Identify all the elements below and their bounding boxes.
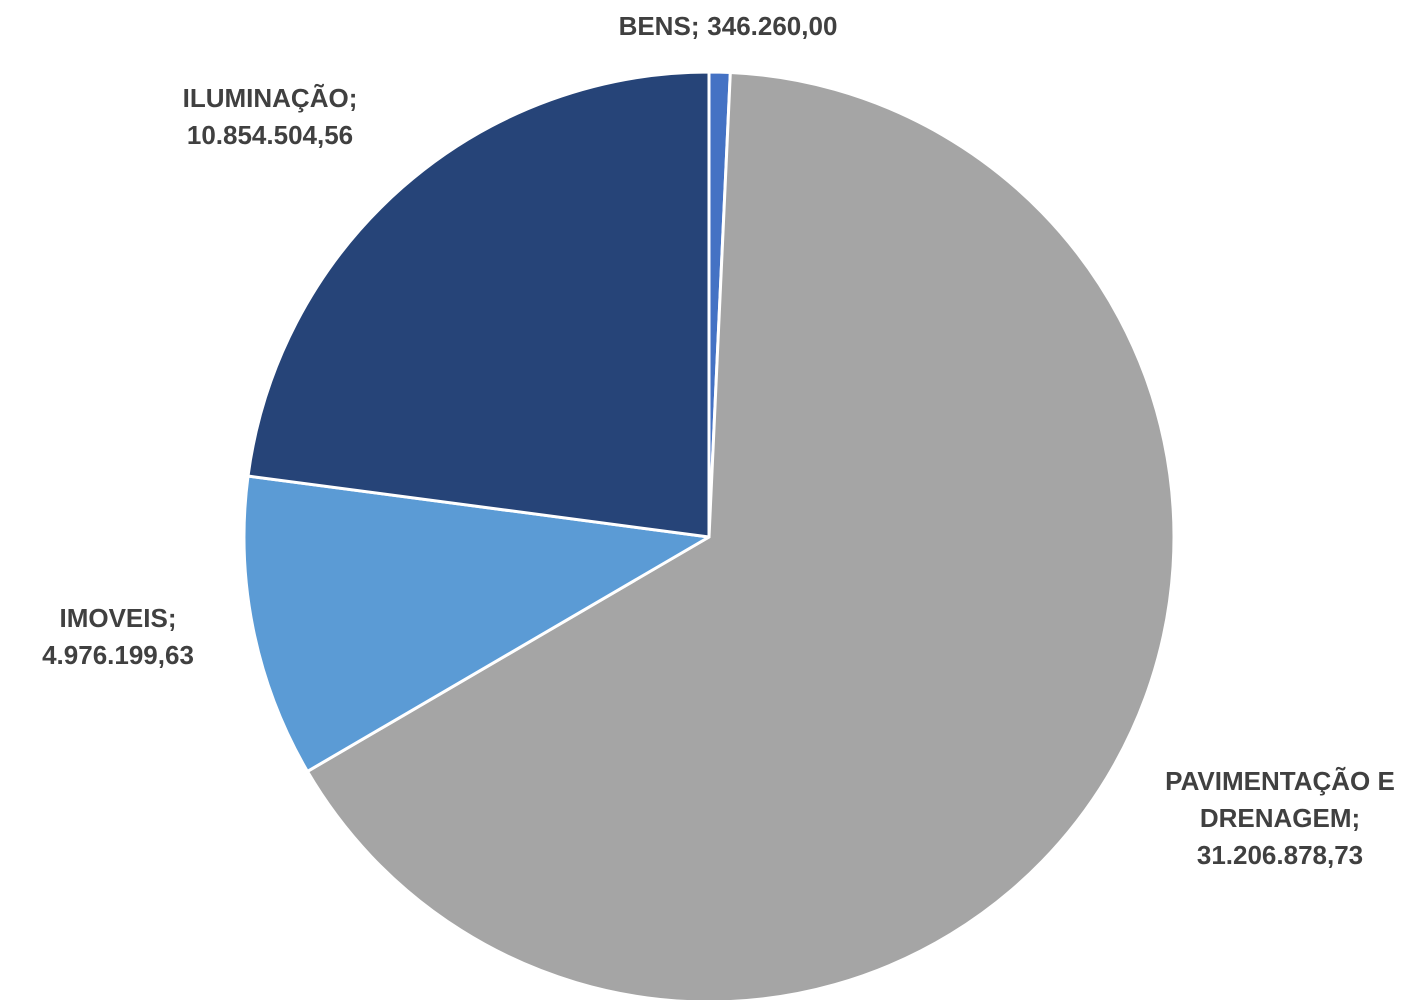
pie-slice [242,474,711,773]
value-label: 346.260,00 [707,11,838,41]
category-name: ILUMINAÇÃO [182,83,349,113]
pie-slice [305,70,1176,1000]
value-label: 31.206.878,73 [1196,840,1364,870]
value-label: 10.854.504,56 [186,120,354,150]
category-name: PAVIMENTAÇÃO E DRENAGEM [1165,766,1395,833]
category-name: BENS [618,11,691,41]
data-label: PAVIMENTAÇÃO E DRENAGEM; 31.206.878,73 [1140,763,1420,874]
label-separator: ; [1351,803,1361,833]
label-separator: ; [690,11,700,41]
data-label: IMOVEIS; 4.976.199,63 [3,600,233,674]
data-label: ILUMINAÇÃO; 10.854.504,56 [120,80,420,154]
data-label: BENS; 346.260,00 [518,8,938,45]
value-label: 4.976.199,63 [42,640,194,670]
category-name: IMOVEIS [59,603,168,633]
pie-slice [246,70,711,539]
label-separator: ; [348,83,358,113]
label-separator: ; [167,603,177,633]
